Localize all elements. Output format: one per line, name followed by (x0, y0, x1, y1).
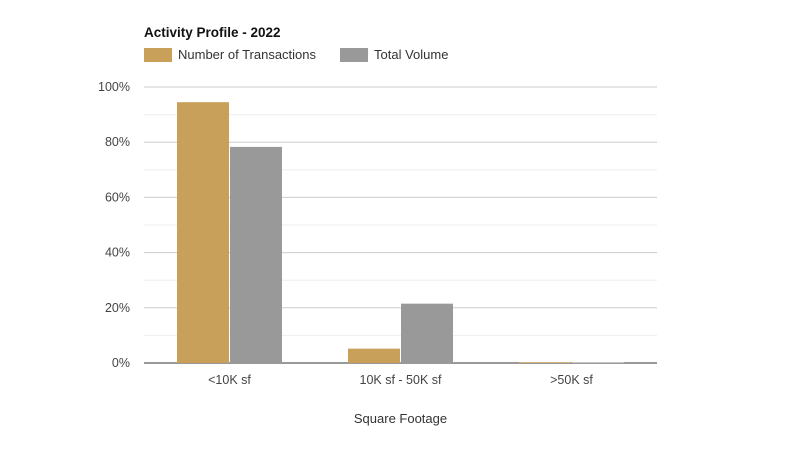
x-tick-label: >50K sf (550, 373, 593, 387)
bar-transactions (519, 362, 571, 363)
bar-volume (401, 303, 453, 363)
bar-volume (230, 146, 282, 363)
y-tick-label: 0% (112, 356, 130, 370)
y-tick-label: 60% (105, 190, 130, 204)
y-tick-label: 100% (98, 80, 130, 94)
y-tick-label: 40% (105, 246, 130, 260)
x-tick-label: <10K sf (208, 373, 251, 387)
bar-volume (572, 362, 624, 363)
y-tick-label: 80% (105, 135, 130, 149)
legend-label-volume: Total Volume (374, 47, 449, 62)
x-tick-label: 10K sf - 50K sf (360, 373, 443, 387)
legend-item-transactions: Number of Transactions (144, 47, 316, 62)
y-tick-label: 20% (105, 301, 130, 315)
legend-swatch-transactions (144, 47, 172, 62)
legend-swatch-volume (340, 47, 369, 62)
chart-legend: Number of Transactions Total Volume (144, 47, 472, 62)
bar-transactions (177, 102, 229, 364)
legend-item-volume: Total Volume (340, 47, 448, 62)
legend-label-transactions: Number of Transactions (178, 47, 317, 62)
x-axis-title: Square Footage (354, 411, 447, 426)
bar-transactions (348, 348, 400, 363)
chart-title: Activity Profile - 2022 (144, 25, 281, 40)
